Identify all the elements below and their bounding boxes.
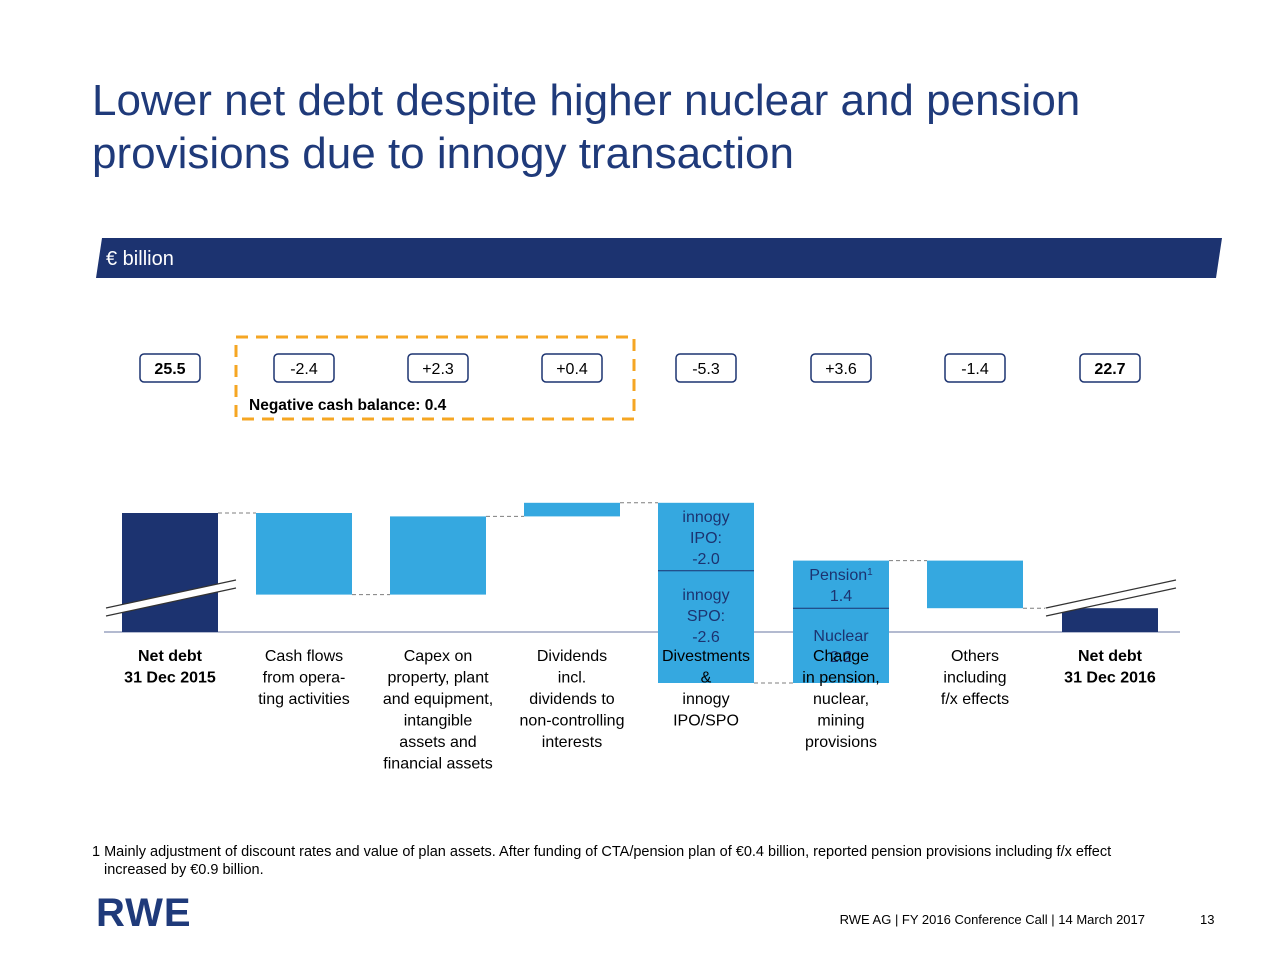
category-label-0-1: 31 Dec 2015 [124,670,216,687]
segment-label-4-1-2: -2.6 [692,629,720,646]
value-box-5 [810,353,872,383]
category-label-7-0: Net debt [1078,648,1143,665]
category-label-1-0: Cash flows [265,648,343,665]
segment-label-4-1-1: SPO: [687,608,725,625]
unit-label: € billion [106,248,174,270]
category-label-5-2: nuclear, [813,691,869,708]
category-label-2-2: and equipment, [383,691,493,708]
segment-label-5-0-1: 2.2 [830,649,852,666]
logo-text: RWE [96,892,192,932]
value-label-3: +0.4 [556,361,588,378]
segment-label-5-1-1: 1.4 [830,588,852,605]
bar-2 [390,516,486,595]
segment-label-4-0-1: IPO: [690,530,722,547]
category-label-6-1: including [943,670,1006,687]
segment-label-4-0-0: innogy [682,509,729,526]
rwe-logo: RWE [96,892,192,932]
title-line-1: Lower net debt despite higher nuclear an… [92,76,1081,125]
bar-6 [927,560,1023,609]
category-label-4-0: Divestments [662,648,750,665]
segment-label-5-1-0: Pension1 [809,566,873,584]
category-label-2-5: financial assets [383,756,492,773]
category-label-6-0: Others [951,648,999,665]
value-box-4 [675,353,737,383]
waterfall-chart: innogy IPO: -2.0 innogy SPO: -2.6 Nuclear 2.2 Pe… [104,335,1180,773]
value-label-7: 22.7 [1094,361,1125,378]
footnote-line-2: increased by €0.9 billion. [104,862,264,878]
bar-7 [1062,608,1158,632]
value-box-6 [944,353,1006,383]
footnote: 1 Mainly adjustment of discount rates an… [92,843,1232,879]
category-label-5-3: mining [817,713,864,730]
bar-0 [122,513,218,632]
category-label-2-4: assets and [399,734,476,751]
page-title: Lower net debt despite higher nuclear an… [92,74,1242,180]
category-label-5-4: provisions [805,734,877,751]
category-label-4-1: & [701,670,712,687]
axis-break-gap-7 [1045,580,1177,616]
axis-break-line-a-7 [1045,579,1177,609]
category-label-5-0: Change [813,648,869,665]
category-label-2-0: Capex on [404,648,473,665]
value-label-5: +3.6 [825,361,857,378]
value-box-7 [1079,353,1141,383]
title-line-2: provisions due to innogy transaction [92,129,794,178]
segment-label-4-1-0: innogy [682,587,729,604]
category-label-4-3: IPO/SPO [673,713,739,730]
category-label-0-0: Net debt [138,648,203,665]
category-label-3-2: dividends to [529,691,614,708]
page-number: 13 [1200,912,1215,927]
value-box-3 [541,353,603,383]
category-label-3-1: incl. [558,670,586,687]
value-box-0 [139,353,201,383]
category-label-7-1: 31 Dec 2016 [1064,670,1156,687]
value-label-4: -5.3 [692,361,720,378]
footer-text: RWE AG | FY 2016 Conference Call | 14 Ma… [839,912,1145,927]
highlight-label: Negative cash balance: 0.4 [249,397,447,414]
category-label-3-0: Dividends [537,648,607,665]
category-label-4-2: innogy [682,691,729,708]
footnote-line-1: 1 Mainly adjustment of discount rates an… [92,844,1112,860]
bar-1 [256,513,352,595]
axis-break-line-b-7 [1045,587,1177,617]
axis-break-gap-0 [105,580,237,616]
value-label-6: -1.4 [961,361,989,378]
value-label-2: +2.3 [422,361,454,378]
category-label-1-2: ting activities [258,691,350,708]
axis-break-line-a-0 [105,579,237,609]
category-label-3-3: non-controlling [520,713,625,730]
category-label-3-4: interests [542,734,602,751]
value-box-2 [407,353,469,383]
category-label-6-2: f/x effects [941,691,1009,708]
bar-5 [793,560,889,683]
segment-label-4-0-2: -2.0 [692,551,720,568]
category-label-5-1: in pension, [802,670,879,687]
segment-label-5-0-0: Nuclear [813,628,869,645]
category-label-2-1: property, plant [387,670,489,687]
unit-banner: € billion [96,238,1222,278]
bar-3 [524,502,620,517]
bar-4 [658,502,754,683]
footnote-marker: 1 [867,566,873,577]
axis-break-line-b-0 [105,587,237,617]
value-label-1: -2.4 [290,361,318,378]
value-box-1 [273,353,335,383]
category-label-2-3: intangible [404,713,473,730]
category-label-1-1: from opera- [263,670,346,687]
value-label-0: 25.5 [154,361,185,378]
